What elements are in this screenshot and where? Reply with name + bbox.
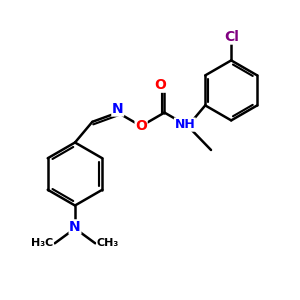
Text: N: N (69, 220, 81, 234)
Text: N: N (112, 102, 124, 116)
Text: O: O (135, 119, 147, 133)
Text: CH₃: CH₃ (97, 238, 119, 248)
Text: NH: NH (175, 118, 195, 131)
Text: O: O (154, 78, 166, 92)
Text: Cl: Cl (224, 30, 239, 44)
Text: H₃C: H₃C (31, 238, 53, 248)
